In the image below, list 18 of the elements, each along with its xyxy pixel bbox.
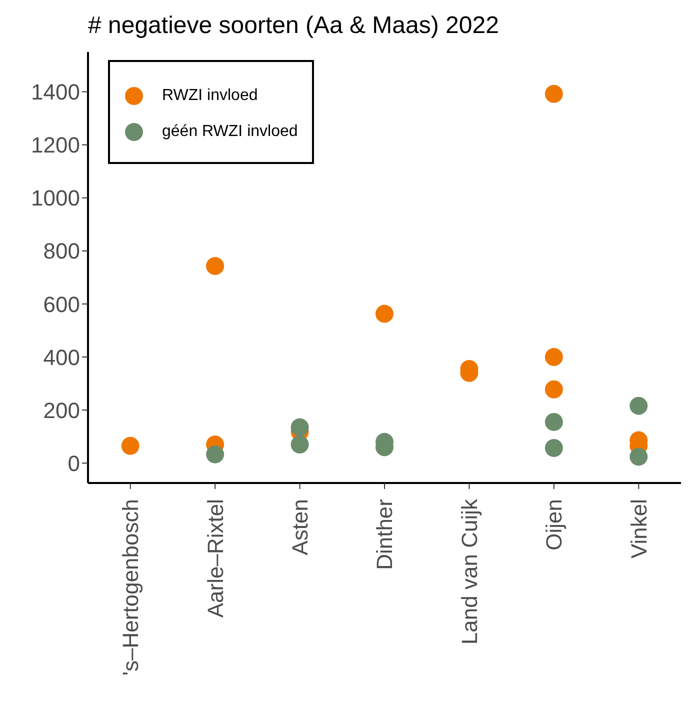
y-tick-label: 0 [68, 450, 80, 476]
y-tick-label: 800 [43, 238, 80, 264]
x-tick-label: Dinther [372, 499, 398, 570]
y-tick-label: 1000 [31, 186, 80, 211]
x-tick-label: Asten [287, 499, 312, 556]
x-tick-label: Land van Cuijk [456, 498, 482, 645]
y-tick-label: 400 [43, 344, 80, 370]
x-tick-label: Vinkel [626, 499, 652, 559]
legend-label: géén RWZI invloed [162, 123, 298, 141]
y-tick-label: 1200 [31, 132, 80, 158]
y-tick-label: 600 [43, 292, 80, 317]
y-tick-label: 200 [43, 398, 80, 423]
y-tick-label: 1400 [31, 80, 80, 105]
chart-title: # negatieve soorten (Aa & Maas) 2022 [88, 12, 499, 40]
x-tick-label: 's–Hertogenbosch [118, 499, 144, 676]
legend-label: RWZI invloed [162, 87, 258, 105]
x-tick-label: Oijen [542, 499, 567, 550]
x-tick-label: Aarle–Rixtel [202, 499, 228, 618]
